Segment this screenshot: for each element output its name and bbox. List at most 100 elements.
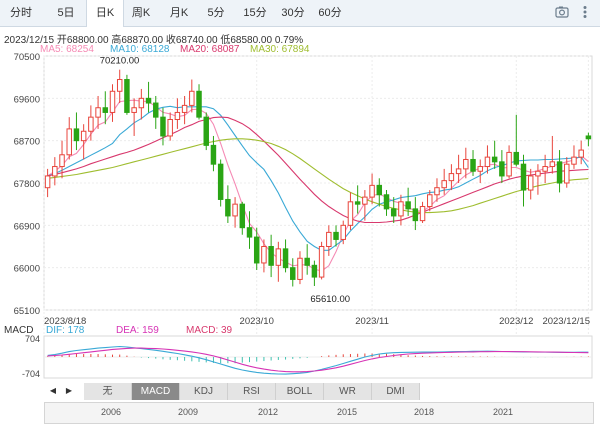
high-value: 68870.00: [121, 35, 164, 46]
candle: [578, 140, 584, 165]
candle: [275, 241, 282, 282]
candle: [44, 168, 51, 198]
indicator-tab-3[interactable]: RSI: [228, 383, 276, 400]
candle: [196, 84, 202, 120]
price-tick-label: 65100: [14, 306, 40, 317]
tab-5[interactable]: 5分: [207, 7, 225, 19]
candle: [354, 185, 361, 214]
candle: [145, 81, 152, 113]
ma5-legend: MA5: 68254: [40, 44, 94, 55]
candle: [189, 79, 195, 113]
candle: [499, 150, 505, 183]
macd-legend: MACD: 39: [186, 325, 233, 336]
scroll-right-arrow[interactable]: ▶: [65, 386, 73, 395]
candle: [441, 168, 447, 195]
candle: [217, 159, 224, 207]
candle: [109, 84, 116, 122]
candle: [419, 201, 426, 223]
ma10-legend: MA10: 68128: [110, 44, 170, 55]
candle: [95, 95, 101, 129]
candle: [131, 98, 137, 136]
candle: [102, 91, 109, 125]
indicator-tab-6[interactable]: DMI: [372, 383, 420, 400]
tab-8[interactable]: 60分: [318, 7, 342, 19]
low-value: 68580.00: [230, 35, 273, 46]
candle: [297, 251, 303, 285]
candle: [434, 178, 440, 202]
nav-year-label: 2009: [178, 407, 199, 417]
date-tick-label: 2023/10: [240, 316, 274, 327]
candle: [282, 239, 289, 273]
indicator-tab-1[interactable]: MACD: [132, 383, 180, 400]
tab-6[interactable]: 15分: [243, 7, 267, 19]
indicator-tab-4[interactable]: BOLL: [276, 383, 324, 400]
candle: [124, 74, 130, 115]
ma-line-ma30: [47, 138, 589, 214]
quote-date: 2023/12/15: [4, 35, 55, 46]
candle: [73, 112, 80, 151]
candle: [80, 124, 87, 160]
candle: [549, 135, 556, 174]
ma-line-ma20: [47, 116, 589, 224]
candle: [556, 150, 563, 193]
tab-2[interactable]: 日K: [86, 0, 124, 27]
date-tick-label: 2023/8/18: [44, 316, 86, 327]
candle: [167, 112, 173, 141]
candle: [564, 157, 570, 188]
price-tick-label: 66900: [14, 221, 40, 232]
scroll-left-arrow[interactable]: ◀: [49, 386, 57, 395]
candle: [88, 105, 94, 141]
candle: [477, 159, 483, 183]
candle: [203, 112, 209, 151]
indicator-tab-0[interactable]: 无: [84, 383, 132, 400]
candle: [290, 258, 296, 287]
dea-line: [47, 347, 589, 373]
candle: [484, 145, 491, 174]
candle: [239, 201, 246, 235]
candle: [225, 185, 231, 223]
nav-year-label: 2015: [337, 407, 358, 417]
candle: [513, 114, 520, 167]
price-tick-label: 67800: [14, 179, 40, 190]
range-navigator[interactable]: [44, 402, 594, 424]
tab-1[interactable]: 5日: [57, 7, 75, 19]
camera-icon[interactable]: [555, 5, 569, 19]
candle: [362, 190, 368, 221]
candle: [448, 164, 455, 191]
candle: [138, 88, 145, 120]
candle: [174, 98, 181, 129]
candle: [390, 197, 397, 223]
tab-3[interactable]: 周K: [131, 7, 151, 19]
price-tick-label: 68700: [14, 137, 40, 148]
candle: [585, 132, 592, 147]
candle: [455, 154, 462, 183]
ma30-legend: MA30: 67894: [250, 44, 310, 55]
tab-4[interactable]: 月K: [169, 7, 189, 19]
indicator-tab-2[interactable]: KDJ: [180, 383, 228, 400]
ma20-legend: MA20: 68087: [180, 44, 240, 55]
kebab-menu-icon[interactable]: [578, 5, 592, 19]
candle: [376, 178, 383, 207]
candle: [261, 239, 267, 273]
open-value: 68800.00: [66, 35, 109, 46]
nav-year-label: 2021: [493, 407, 514, 417]
tab-0[interactable]: 分时: [10, 7, 32, 19]
candle: [59, 140, 65, 179]
candle: [369, 173, 375, 205]
candle: [340, 220, 346, 245]
low-label: 低: [220, 35, 231, 46]
date-tick-label: 2023/12/15: [542, 316, 590, 327]
candle: [153, 95, 159, 129]
dif-legend: DIF: 178: [46, 325, 85, 336]
candle: [52, 157, 58, 186]
candle: [181, 95, 188, 125]
nav-year-label: 2006: [101, 407, 122, 417]
candle: [405, 187, 411, 216]
tab-7[interactable]: 30分: [281, 7, 305, 19]
low-annotation: 65610.00: [310, 294, 350, 305]
candle: [160, 107, 166, 146]
price-tick-label: 69600: [14, 94, 40, 105]
candle: [520, 154, 527, 207]
indicator-tab-5[interactable]: WR: [324, 383, 372, 400]
